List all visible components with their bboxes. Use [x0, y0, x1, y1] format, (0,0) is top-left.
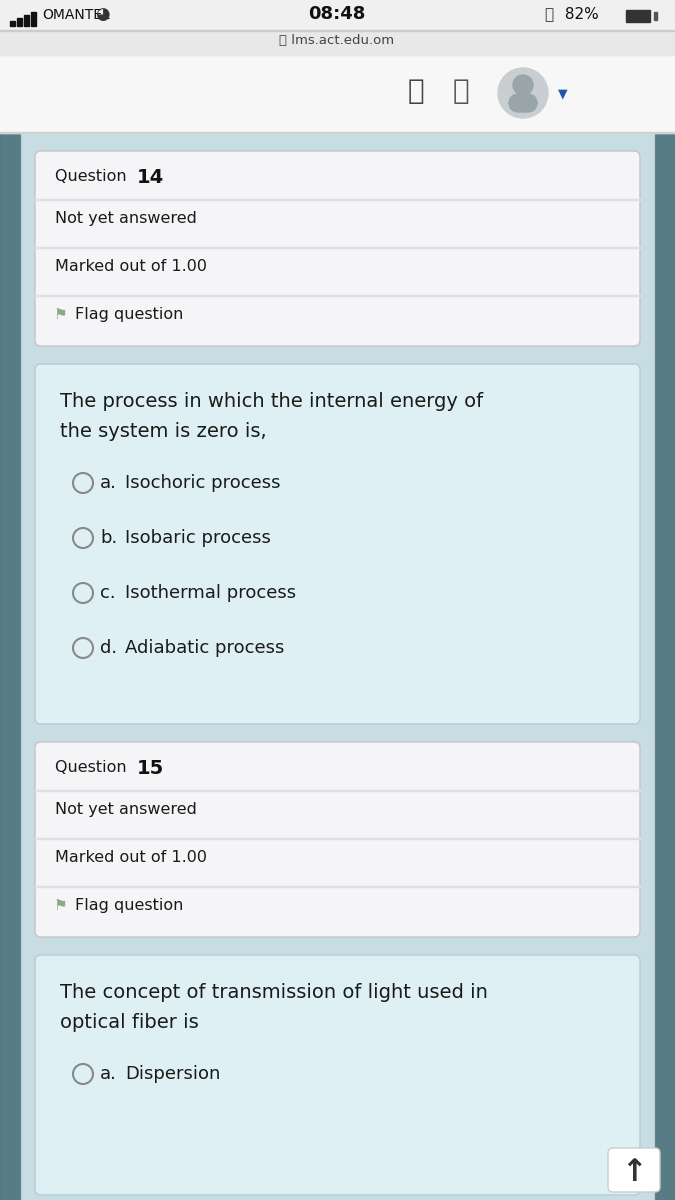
Text: a.: a. [100, 1066, 117, 1082]
Circle shape [498, 68, 548, 118]
Text: Dispersion: Dispersion [125, 1066, 220, 1082]
Text: Marked out of 1.00: Marked out of 1.00 [55, 850, 207, 865]
Text: 🔔: 🔔 [408, 77, 425, 104]
Text: c.: c. [100, 584, 115, 602]
Text: Ⓞ: Ⓞ [544, 7, 553, 22]
Bar [0, 133, 20, 1200]
Text: ⚑: ⚑ [53, 307, 67, 322]
Text: ↑: ↑ [621, 1158, 647, 1187]
Text: OMANTEL: OMANTEL [42, 8, 110, 22]
Text: Question: Question [55, 169, 132, 184]
Text: d.: d. [100, 638, 117, 658]
Text: 14: 14 [137, 168, 164, 187]
FancyBboxPatch shape [35, 742, 640, 937]
Bar [0, 55, 675, 133]
Bar [0, 30, 675, 55]
Text: optical fiber is: optical fiber is [60, 1013, 198, 1032]
Text: Marked out of 1.00: Marked out of 1.00 [55, 259, 207, 274]
Bar [0, 0, 675, 55]
Text: 💬: 💬 [453, 77, 470, 104]
Text: the system is zero is,: the system is zero is, [60, 422, 267, 440]
Text: 82%: 82% [560, 7, 599, 22]
Bar [655, 133, 675, 1200]
Text: The process in which the internal energy of: The process in which the internal energy… [60, 392, 483, 410]
Text: Isothermal process: Isothermal process [125, 584, 296, 602]
Bar [626, 10, 650, 22]
Text: a.: a. [100, 474, 117, 492]
Text: Not yet answered: Not yet answered [55, 802, 197, 817]
Bar [654, 12, 657, 20]
Text: Adiabatic process: Adiabatic process [125, 638, 284, 658]
Text: Not yet answered: Not yet answered [55, 211, 197, 226]
Bar [17, 18, 22, 26]
FancyBboxPatch shape [509, 94, 537, 112]
Text: Isobaric process: Isobaric process [125, 529, 271, 547]
Bar [20, 133, 655, 1200]
FancyBboxPatch shape [35, 364, 640, 724]
Bar [10, 20, 15, 26]
Bar [624, 8, 654, 24]
Text: 15: 15 [137, 758, 164, 778]
Text: ⚑: ⚑ [53, 898, 67, 913]
Text: 08:48: 08:48 [308, 5, 366, 23]
FancyBboxPatch shape [35, 151, 640, 346]
Text: Flag question: Flag question [75, 307, 184, 322]
Text: Isochoric process: Isochoric process [125, 474, 281, 492]
Text: The concept of transmission of light used in: The concept of transmission of light use… [60, 983, 488, 1002]
Text: ▼: ▼ [558, 86, 568, 100]
Bar [0, 133, 675, 1200]
Text: ◕: ◕ [95, 5, 109, 23]
Bar [24, 14, 29, 26]
Text: Question: Question [55, 760, 132, 775]
Bar [31, 12, 36, 26]
Text: 🔒 lms.act.edu.om: 🔒 lms.act.edu.om [279, 34, 395, 47]
Text: Flag question: Flag question [75, 898, 184, 913]
Circle shape [513, 74, 533, 95]
Text: b.: b. [100, 529, 117, 547]
FancyBboxPatch shape [608, 1148, 660, 1192]
FancyBboxPatch shape [35, 955, 640, 1195]
